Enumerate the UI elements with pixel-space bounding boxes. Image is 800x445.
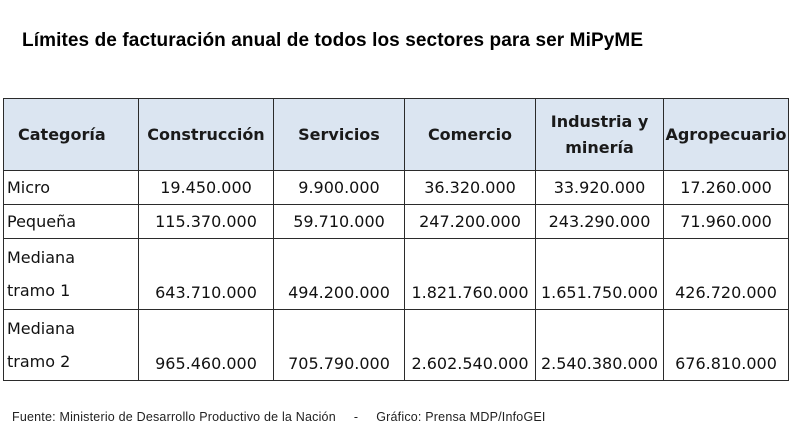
cell-value: 1.651.750.000 [535,238,664,310]
table-row: Mediana tramo 2 965.460.000 705.790.000 … [3,309,789,381]
cell-value: 115.370.000 [138,204,274,239]
row-category: Micro [3,170,139,205]
header-industria-mineria: Industria y minería [535,98,664,171]
cell-value: 17.260.000 [663,170,789,205]
header-industria-mineria-label: Industria y minería [550,111,649,157]
footer-separator: - [353,410,359,424]
cell-value: 9.900.000 [273,170,405,205]
row-category: Mediana tramo 1 [3,238,139,310]
table-row: Pequeña 115.370.000 59.710.000 247.200.0… [3,204,789,239]
table-row: Micro 19.450.000 9.900.000 36.320.000 33… [3,170,789,205]
cell-value: 705.790.000 [273,309,405,381]
billing-limits-table: Categoría Construcción Servicios Comerci… [3,98,789,381]
source-text: Fuente: Ministerio de Desarrollo Product… [12,410,336,424]
table-row: Mediana tramo 1 643.710.000 494.200.000 … [3,238,789,310]
cell-value: 494.200.000 [273,238,405,310]
cell-value: 965.460.000 [138,309,274,381]
header-comercio: Comercio [404,98,536,171]
cell-value: 1.821.760.000 [404,238,536,310]
cell-value: 643.710.000 [138,238,274,310]
cell-value: 2.602.540.000 [404,309,536,381]
table-header-row: Categoría Construcción Servicios Comerci… [3,98,789,171]
cell-value: 426.720.000 [663,238,789,310]
header-construccion: Construcción [138,98,274,171]
page-title: Límites de facturación anual de todos lo… [22,30,644,51]
source-footer: Fuente: Ministerio de Desarrollo Product… [12,410,546,424]
cell-value: 247.200.000 [404,204,536,239]
cell-value: 59.710.000 [273,204,405,239]
header-servicios: Servicios [273,98,405,171]
row-category-label: Mediana tramo 1 [7,248,75,300]
credit-text: Gráfico: Prensa MDP/InfoGEI [376,410,546,424]
row-category-label: Mediana tramo 2 [7,319,75,371]
cell-value: 19.450.000 [138,170,274,205]
cell-value: 71.960.000 [663,204,789,239]
header-categoria: Categoría [3,98,139,171]
cell-value: 243.290.000 [535,204,664,239]
cell-value: 33.920.000 [535,170,664,205]
cell-value: 2.540.380.000 [535,309,664,381]
cell-value: 36.320.000 [404,170,536,205]
row-category: Mediana tramo 2 [3,309,139,381]
header-agropecuario: Agropecuario [663,98,789,171]
row-category: Pequeña [3,204,139,239]
cell-value: 676.810.000 [663,309,789,381]
